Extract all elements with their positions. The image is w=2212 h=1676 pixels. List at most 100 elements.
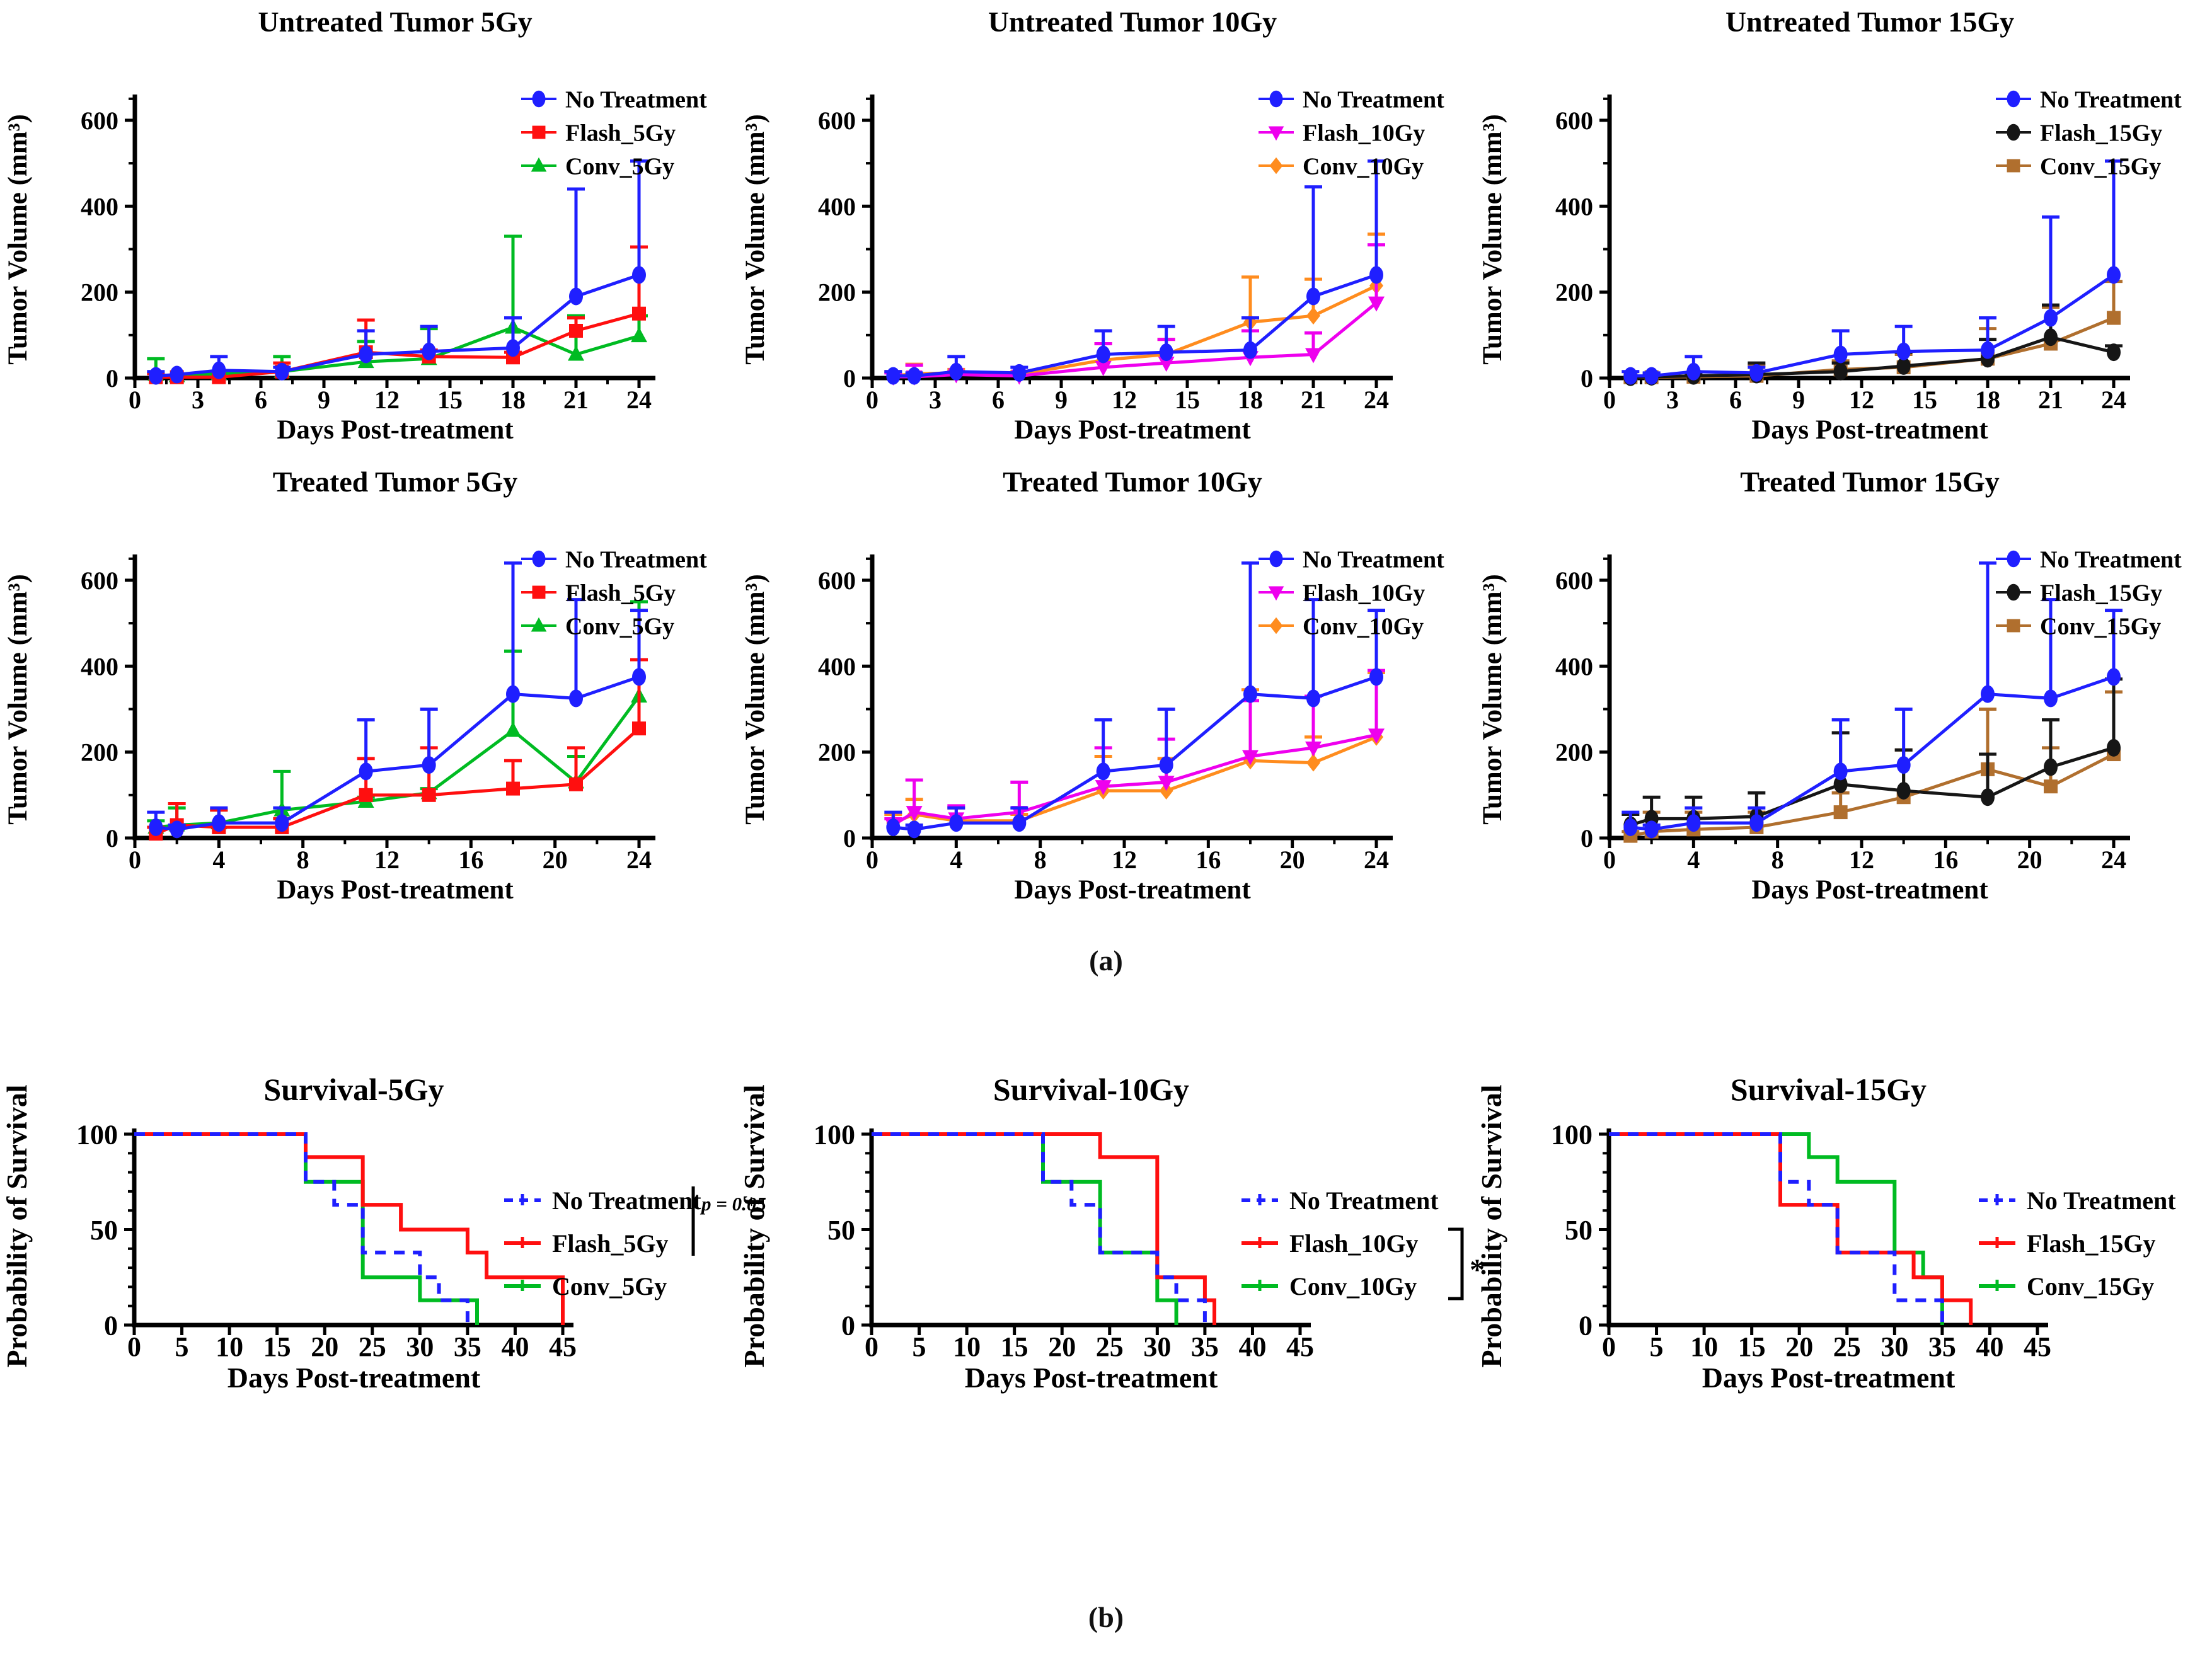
- legend-item: Flash_5Gy: [504, 1229, 668, 1258]
- series-no-treatment: [147, 159, 648, 385]
- chart-survival-10gy: Survival-10Gy Days Post-treatment Probabil…: [738, 1072, 1485, 1394]
- panel-b-label: (b): [1088, 1601, 1124, 1633]
- data-point-marker: [569, 689, 583, 708]
- data-point-marker: [531, 157, 547, 172]
- data-point-marker: [1686, 814, 1701, 832]
- chart-title: Treated Tumor 15Gy: [1740, 466, 1999, 498]
- data-point-marker: [906, 806, 923, 822]
- series-conv-10gy: [884, 232, 1385, 385]
- chart-survival-5gy: Survival-5Gy Days Post-treatment Probabili…: [1, 1072, 766, 1394]
- survival-curve-flash-10gy: [872, 1132, 1216, 1325]
- survival-curve-flash-15gy: [1609, 1132, 1973, 1325]
- y-tick-label: 100: [76, 1119, 118, 1150]
- y-tick-label: 0: [843, 364, 856, 393]
- series-line: [155, 727, 640, 835]
- x-tick-label: 12: [1112, 386, 1137, 414]
- x-tick-label: 6: [992, 386, 1005, 414]
- legend-item: No Treatment: [1996, 86, 2182, 113]
- data-point-marker: [1896, 756, 1911, 774]
- x-tick-label: 9: [318, 386, 330, 414]
- chart-untreated-tumor-5gy: Untreated Tumor 5Gy Days Post-treatment Tu…: [3, 6, 707, 445]
- legend-item: Flash_10Gy: [1259, 120, 1425, 146]
- x-tick-label: 20: [1280, 846, 1305, 874]
- data-point-marker: [275, 814, 289, 832]
- data-point-marker: [1833, 345, 1848, 364]
- data-point-marker: [170, 820, 184, 839]
- y-tick-label: 600: [1555, 566, 1593, 595]
- legend-item: Flash_5Gy: [521, 580, 676, 606]
- x-tick-label: 30: [1143, 1331, 1171, 1362]
- data-point-marker: [632, 306, 646, 321]
- legend-item: No Treatment: [504, 1186, 701, 1215]
- x-tick-label: 10: [1690, 1331, 1718, 1362]
- panel-treated-10gy: Treated Tumor 10Gy Days Post-treatment Tum…: [737, 460, 1475, 920]
- data-point-marker: [1159, 756, 1173, 774]
- y-tick-label: 400: [81, 652, 118, 680]
- x-tick-label: 18: [1975, 386, 2000, 414]
- data-point-marker: [1368, 728, 1385, 744]
- data-point-marker: [1623, 367, 1638, 385]
- data-point-marker: [632, 721, 646, 736]
- data-point-marker: [1981, 788, 1995, 806]
- chart-survival-15gy: Survival-15Gy Days Post-treatment Probabil…: [1475, 1072, 2176, 1394]
- y-tick-label: 50: [1565, 1215, 1593, 1246]
- panel-a-label: (a): [1089, 944, 1123, 977]
- data-point-marker: [1269, 157, 1283, 175]
- legend-item: Conv_15Gy: [1979, 1272, 2154, 1300]
- y-axis-label: Probability of Survival: [1475, 1085, 1507, 1368]
- legend-item: Flash_15Gy: [1996, 120, 2162, 146]
- x-tick-label: 45: [549, 1331, 577, 1362]
- survival-curve-flash-5gy: [134, 1132, 565, 1325]
- x-tick-label: 21: [563, 386, 589, 414]
- x-tick-label: 0: [1602, 1331, 1616, 1362]
- legend-label: Conv_10Gy: [1289, 1272, 1417, 1300]
- data-point-marker: [506, 685, 520, 703]
- data-point-marker: [1306, 287, 1320, 306]
- x-axis-label: Days Post-treatment: [277, 415, 514, 445]
- y-tick-label: 400: [81, 192, 118, 221]
- legend-item: Conv_15Gy: [1996, 153, 2161, 180]
- x-tick-label: 45: [2024, 1331, 2051, 1362]
- y-tick-label: 0: [106, 364, 118, 393]
- legend-item: Conv_10Gy: [1259, 153, 1424, 180]
- chart-treated-tumor-5gy: Treated Tumor 5Gy Days Post-treatment Tumo…: [3, 466, 707, 905]
- data-point-marker: [2044, 758, 2058, 776]
- chart-title: Treated Tumor 10Gy: [1003, 466, 1262, 498]
- legend-item: No Treatment: [1241, 1186, 1439, 1215]
- data-point-marker: [170, 365, 184, 384]
- data-point-marker: [569, 324, 583, 338]
- chart-title: Untreated Tumor 10Gy: [988, 6, 1277, 38]
- x-tick-label: 15: [437, 386, 463, 414]
- data-point-marker: [886, 367, 901, 385]
- legend-label: No Treatment: [565, 546, 707, 573]
- data-point-marker: [632, 266, 646, 284]
- y-axis-label: Tumor Volume (mm³): [3, 574, 33, 825]
- legend-label: No Treatment: [2027, 1186, 2176, 1215]
- x-tick-label: 5: [1650, 1331, 1664, 1362]
- y-tick-label: 50: [90, 1215, 118, 1246]
- y-tick-label: 200: [818, 738, 856, 767]
- chart-treated-tumor-15gy: Treated Tumor 15Gy Days Post-treatment Tum…: [1478, 466, 2182, 905]
- x-tick-label: 30: [1881, 1331, 1908, 1362]
- x-tick-label: 6: [1729, 386, 1742, 414]
- survival-curve-conv-10gy: [872, 1132, 1178, 1325]
- x-tick-label: 35: [1928, 1331, 1956, 1362]
- data-point-marker: [1896, 782, 1911, 800]
- data-point-marker: [1243, 685, 1257, 703]
- legend-label: Flash_5Gy: [565, 580, 676, 606]
- data-point-marker: [422, 342, 436, 360]
- x-tick-label: 40: [1976, 1331, 2003, 1362]
- data-point-marker: [531, 617, 547, 632]
- data-point-marker: [422, 788, 436, 802]
- data-point-marker: [212, 814, 226, 832]
- data-point-marker: [1242, 750, 1259, 766]
- x-axis-label: Days Post-treatment: [1751, 415, 1988, 445]
- data-point-marker: [2007, 159, 2020, 173]
- x-axis-label: Days Post-treatment: [277, 875, 514, 905]
- series-line: [893, 284, 1378, 378]
- x-tick-label: 8: [297, 846, 309, 874]
- data-point-marker: [359, 788, 373, 802]
- y-tick-label: 0: [1579, 1310, 1593, 1341]
- x-tick-label: 0: [129, 386, 141, 414]
- x-tick-label: 24: [1364, 846, 1389, 874]
